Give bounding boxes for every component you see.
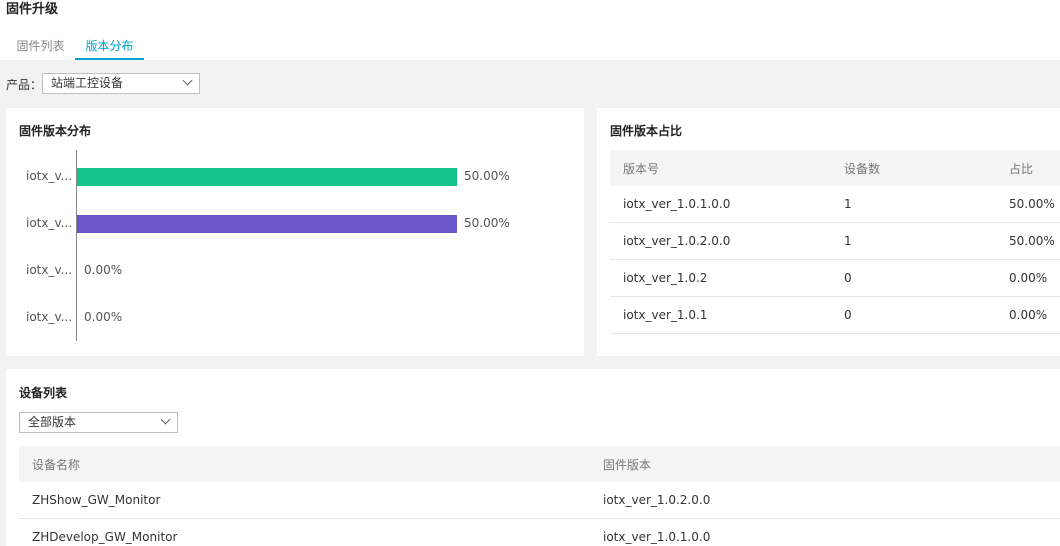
device-name: ZHShow_GW_Monitor (32, 493, 161, 507)
bar-category-label: iotx_v... (26, 216, 73, 230)
table-row: iotx_ver_1.0.2 0 0.00% (610, 260, 1060, 297)
table-row: iotx_ver_1.0.1 0 0.00% (610, 297, 1060, 334)
column-header-ratio: 占比 (1009, 162, 1034, 176)
bar-category-label: iotx_v... (26, 310, 73, 324)
table-row: ZHShow_GW_Monitor iotx_ver_1.0.2.0.0 (19, 482, 1060, 519)
column-header-firmware-version: 固件版本 (603, 458, 652, 472)
ratio-title: 固件版本占比 (610, 124, 683, 138)
column-header-version: 版本号 (623, 162, 660, 176)
version-filter-select[interactable]: 全部版本 (19, 412, 178, 433)
table-row: iotx_ver_1.0.1.0.0 1 50.00% (610, 186, 1060, 223)
page-title: 固件升级 (6, 2, 59, 17)
row-ratio: 50.00% (1009, 234, 1055, 248)
row-count: 0 (844, 308, 852, 322)
chevron-down-icon (162, 416, 171, 425)
row-count: 1 (844, 234, 852, 248)
device-table-header: 设备名称 固件版本 (19, 446, 1060, 482)
column-header-device-name: 设备名称 (32, 458, 81, 472)
bar[interactable] (77, 215, 457, 233)
device-list-title: 设备列表 (19, 386, 68, 400)
row-version: iotx_ver_1.0.2.0.0 (623, 234, 731, 248)
row-count: 0 (844, 271, 852, 285)
bar-value-label: 50.00% (464, 216, 510, 230)
version-filter-value: 全部版本 (28, 415, 77, 429)
bar[interactable] (77, 168, 457, 186)
distribution-title: 固件版本分布 (19, 124, 92, 138)
page-header: 固件升级 固件列表 版本分布 (0, 0, 1060, 60)
table-row: iotx_ver_1.0.2.0.0 1 50.00% (610, 223, 1060, 260)
row-version: iotx_ver_1.0.1.0.0 (623, 197, 731, 211)
row-count: 1 (844, 197, 852, 211)
row-version: iotx_ver_1.0.2 (623, 271, 708, 285)
chart-axis (76, 150, 77, 341)
table-row: ZHDevelop_GW_Monitor iotx_ver_1.0.1.0.0 (19, 519, 1060, 546)
product-select-value: 站端工控设备 (51, 76, 124, 90)
row-ratio: 0.00% (1009, 271, 1048, 285)
tab-firmware-list[interactable]: 固件列表 (16, 39, 65, 53)
bar-value-label: 0.00% (84, 310, 123, 324)
chevron-down-icon (184, 77, 193, 86)
bar-value-label: 0.00% (84, 263, 123, 277)
bar-category-label: iotx_v... (26, 263, 73, 277)
bar-value-label: 50.00% (464, 169, 510, 183)
ratio-table-header: 版本号 设备数 占比 (610, 150, 1060, 186)
device-name: ZHDevelop_GW_Monitor (32, 530, 178, 544)
product-label: 产品： (6, 78, 43, 92)
device-firmware-version: iotx_ver_1.0.2.0.0 (603, 493, 711, 507)
row-ratio: 0.00% (1009, 308, 1048, 322)
tab-version-distribution[interactable]: 版本分布 (75, 36, 144, 60)
tab-bar: 固件列表 版本分布 (6, 36, 144, 60)
bar-category-label: iotx_v... (26, 169, 73, 183)
column-header-count: 设备数 (844, 162, 881, 176)
product-select[interactable]: 站端工控设备 (42, 73, 200, 94)
row-version: iotx_ver_1.0.1 (623, 308, 708, 322)
device-firmware-version: iotx_ver_1.0.1.0.0 (603, 530, 711, 544)
row-ratio: 50.00% (1009, 197, 1055, 211)
ratio-card (597, 108, 1060, 356)
